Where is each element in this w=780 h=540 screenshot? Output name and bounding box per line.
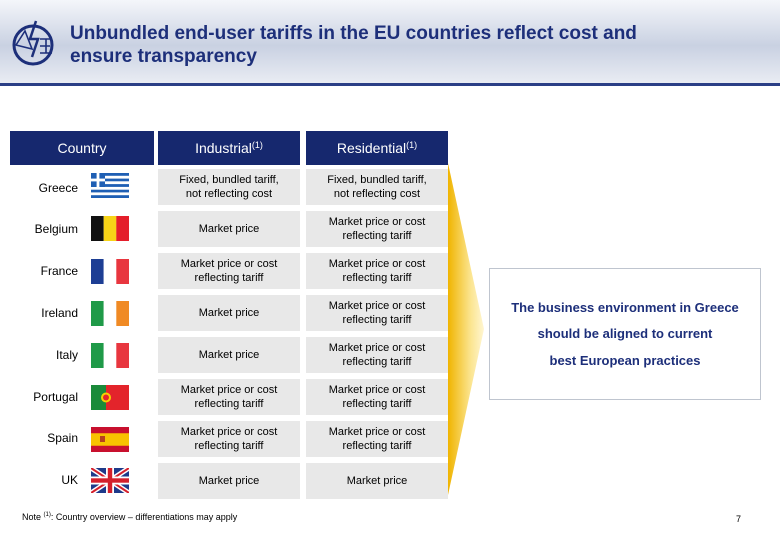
conclusion-line-3: best European practices [549, 353, 701, 368]
country-label: UK [61, 473, 78, 487]
footnote-prefix: Note [22, 512, 42, 522]
industrial-cell: Fixed, bundled tariff, not reflecting cos… [158, 169, 300, 205]
column-header-country: Country [10, 131, 154, 165]
country-label: Spain [47, 431, 78, 445]
footnote-marker: (1) [406, 140, 418, 150]
title-line-2: ensure transparency [70, 46, 257, 67]
residential-cell: Market price or cost reflecting tariff [306, 379, 448, 415]
country-label: Ireland [41, 306, 78, 320]
slide-header-band [0, 0, 780, 83]
residential-cell: Market price or cost reflecting tariff [306, 421, 448, 457]
ireland-flag-icon [91, 301, 129, 326]
industrial-cell: Market price [158, 337, 300, 373]
page-title: Unbundled end-user tariffs in the EU cou… [70, 22, 770, 68]
uk-flag-icon [91, 468, 129, 493]
conclusion-box [489, 268, 761, 400]
industrial-cell: Market price or cost reflecting tariff [158, 379, 300, 415]
residential-cell: Market price or cost reflecting tariff [306, 211, 448, 247]
industrial-cell: Market price [158, 463, 300, 499]
footnote-text: : Country overview – differentiations ma… [50, 512, 238, 522]
title-line-1: Unbundled end-user tariffs in the EU cou… [70, 23, 637, 44]
residential-cell: Market price [306, 463, 448, 499]
country-label: France [40, 264, 78, 278]
industrial-cell: Market price [158, 211, 300, 247]
country-label: Belgium [34, 222, 78, 236]
residential-cell: Fixed, bundled tariff, not reflecting cos… [306, 169, 448, 205]
conclusion-line-2: should be aligned to current [537, 326, 713, 341]
footnote-marker: (1) [251, 140, 263, 150]
conclusion-line-1: The business environment in Greece [511, 300, 739, 315]
greece-flag-icon [91, 173, 129, 198]
company-logo-icon [12, 20, 54, 66]
spain-flag-icon [91, 427, 129, 452]
industrial-cell: Market price or cost reflecting tariff [158, 253, 300, 289]
italy-flag-icon [91, 343, 129, 368]
footnote-marker: (1) [43, 512, 51, 518]
header-rule [0, 83, 780, 86]
column-header-residential: Residential (1) [306, 131, 448, 165]
industrial-cell: Market price [158, 295, 300, 331]
residential-cell: Market price or cost reflecting tariff [306, 253, 448, 289]
portugal-flag-icon [91, 385, 129, 410]
france-flag-icon [91, 259, 129, 284]
footnote: Note (1): Country overview – differentia… [22, 512, 237, 522]
belgium-flag-icon [91, 216, 129, 241]
industrial-header-label: Industrial [195, 140, 252, 156]
industrial-cell: Market price or cost reflecting tariff [158, 421, 300, 457]
residential-header-label: Residential [336, 140, 407, 156]
page-number: 7 [736, 514, 742, 524]
country-label: Greece [38, 181, 78, 195]
residential-cell: Market price or cost reflecting tariff [306, 337, 448, 373]
country-label: Italy [55, 348, 78, 362]
country-header-label: Country [57, 140, 107, 156]
arrow-icon [448, 163, 484, 495]
residential-cell: Market price or cost reflecting tariff [306, 295, 448, 331]
column-header-industrial: Industrial (1) [158, 131, 300, 165]
country-label: Portugal [33, 390, 78, 404]
